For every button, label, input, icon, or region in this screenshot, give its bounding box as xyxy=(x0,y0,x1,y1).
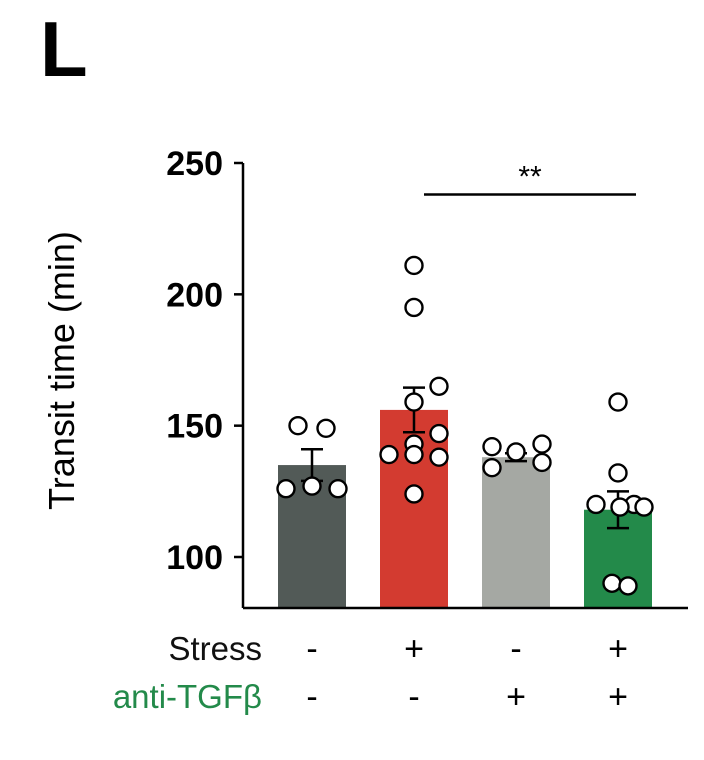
data-point xyxy=(610,497,630,517)
condition-sign: + xyxy=(608,678,628,716)
condition-sign: + xyxy=(608,630,628,668)
condition-label-1: anti-TGFβ xyxy=(113,678,262,715)
bar-chart: 100 150 200 250 Transit time (min) ** Stress - +… xyxy=(41,145,688,716)
condition-label-0: Stress xyxy=(168,630,262,667)
data-point xyxy=(608,463,628,483)
condition-sign: - xyxy=(306,630,317,668)
data-point xyxy=(506,442,526,462)
y-tick-label: 150 xyxy=(166,408,223,446)
data-point xyxy=(328,479,348,499)
condition-sign: - xyxy=(510,630,521,668)
data-point xyxy=(608,392,628,412)
data-point xyxy=(482,436,502,457)
data-point xyxy=(429,447,449,467)
data-point xyxy=(379,444,399,465)
panel-label: L xyxy=(40,5,88,93)
data-point xyxy=(302,476,322,496)
data-point xyxy=(618,576,638,596)
significance-label: ** xyxy=(518,161,542,194)
condition-sign: - xyxy=(306,678,317,716)
data-point xyxy=(404,297,424,318)
data-point xyxy=(404,484,424,504)
data-point xyxy=(404,255,424,276)
data-point xyxy=(404,392,424,412)
data-point xyxy=(404,444,424,465)
data-point xyxy=(532,452,552,473)
condition-sign: - xyxy=(408,678,419,716)
data-point xyxy=(276,479,296,499)
condition-sign: + xyxy=(404,630,424,668)
y-tick-label: 250 xyxy=(166,145,223,183)
data-point xyxy=(602,573,622,593)
y-tick-label: 200 xyxy=(166,276,223,314)
y-axis-label: Transit time (min) xyxy=(41,231,82,510)
data-point xyxy=(532,434,552,454)
data-point xyxy=(429,376,449,396)
data-point xyxy=(586,494,606,515)
data-point xyxy=(482,457,502,478)
condition-sign: + xyxy=(506,678,526,716)
data-point xyxy=(634,497,654,517)
bar-2 xyxy=(482,457,550,608)
data-point xyxy=(429,423,449,444)
y-tick-label: 100 xyxy=(166,539,223,577)
data-point xyxy=(288,415,308,436)
data-point xyxy=(316,418,336,438)
